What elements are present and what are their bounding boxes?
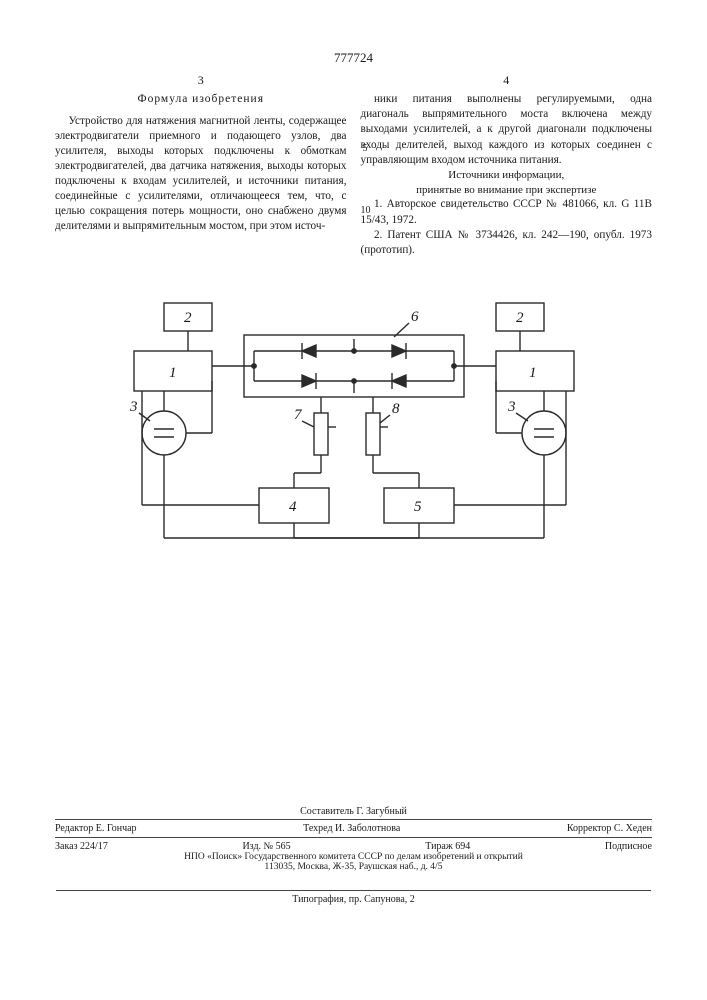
col-num-left: 3 [55,72,347,88]
footer-typography: Типография, пр. Сапунова, 2 [56,890,651,905]
circuit-diagram: 1 1 2 2 3 3 4 5 6 7 8 [104,293,604,553]
footer-row-1: Редактор Е. Гончар Техред И. Заболотнова… [55,819,652,837]
label-6: 6 [411,309,419,325]
patent-number: 777724 [55,50,652,66]
footer-editor: Редактор Е. Гончар [55,823,137,834]
left-paragraph: Устройство для натяжения магнитной ленты… [55,114,347,235]
label-7: 7 [294,407,303,423]
label-1-left: 1 [169,365,177,381]
source-1: 1. Авторское свидетельство СССР № 481066… [361,197,653,227]
source-2: 2. Патент США № 3734426, кл. 242—190, оп… [361,228,653,258]
footer-address: 113035, Москва, Ж-35, Раушская наб., д. … [55,862,652,872]
footer-subscript: Подписное [605,841,652,852]
footer-corrector: Корректор С. Хеден [567,823,652,834]
footer-block: Составитель Г. Загубный Редактор Е. Гонч… [55,806,652,875]
text-columns: 3 Формула изобретения Устройство для нат… [55,72,652,258]
line-number-10: 10 [361,204,371,218]
footer-compiler: Составитель Г. Загубный [55,806,652,819]
label-8: 8 [392,401,400,417]
footer-tech: Техред И. Заболотнова [303,823,400,834]
label-2-left: 2 [184,310,192,326]
footer-izd: Изд. № 565 [242,841,290,852]
label-1-right: 1 [529,365,537,381]
footer-org: НПО «Поиск» Государственного комитета СС… [55,852,652,862]
label-5: 5 [414,499,422,515]
left-column: 3 Формула изобретения Устройство для нат… [55,72,347,258]
sources-subtitle: принятые во внимание при экспертизе [361,183,653,198]
label-2-right: 2 [516,310,524,326]
line-number-5: 5 [363,142,368,156]
col-num-right: 4 [361,72,653,88]
label-3-right: 3 [507,399,516,415]
sources-title: Источники информации, [361,168,653,183]
right-column: 4 5 10 ники питания выполнены регулируем… [361,72,653,258]
footer-order: Заказ 224/17 [55,841,108,852]
footer-tirazh: Тираж 694 [425,841,470,852]
footer-row-2: Заказ 224/17 Изд. № 565 Тираж 694 Подпис… [55,837,652,875]
right-paragraph: ники питания выполнены регулируемыми, од… [361,92,653,168]
formula-title: Формула изобретения [55,92,347,108]
label-4: 4 [289,499,297,515]
label-3-left: 3 [129,399,138,415]
